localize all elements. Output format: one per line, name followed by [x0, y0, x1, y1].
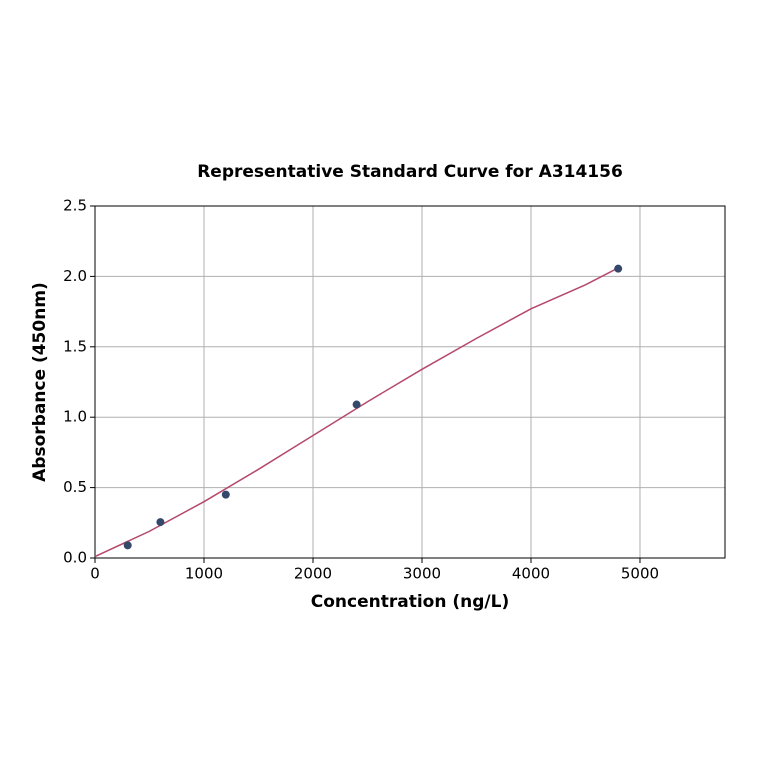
- x-tick-label: 1000: [185, 565, 223, 583]
- x-tick-label: 3000: [403, 565, 441, 583]
- y-tick-label: 2.5: [63, 197, 87, 215]
- data-point: [614, 264, 623, 273]
- y-axis-label: Absorbance (450nm): [30, 282, 50, 482]
- chart-title: Representative Standard Curve for A31415…: [197, 162, 623, 182]
- data-point: [221, 490, 230, 499]
- x-axis-label: Concentration (ng/L): [311, 592, 509, 612]
- y-tick-label: 0.5: [63, 478, 87, 496]
- x-tick-label: 4000: [512, 565, 550, 583]
- y-tick-label: 2.0: [63, 267, 87, 285]
- plot-frame: [94, 205, 726, 559]
- x-tick-label: 0: [90, 565, 100, 583]
- y-tick-label: 0.0: [63, 549, 87, 567]
- fit-curve: [94, 267, 619, 558]
- x-tick-label: 5000: [621, 565, 659, 583]
- x-tick-label: 2000: [294, 565, 332, 583]
- y-tick-label: 1.5: [63, 337, 87, 355]
- data-point: [123, 541, 132, 550]
- data-point: [352, 400, 361, 409]
- y-tick-label: 1.0: [63, 408, 87, 426]
- data-point: [156, 518, 165, 527]
